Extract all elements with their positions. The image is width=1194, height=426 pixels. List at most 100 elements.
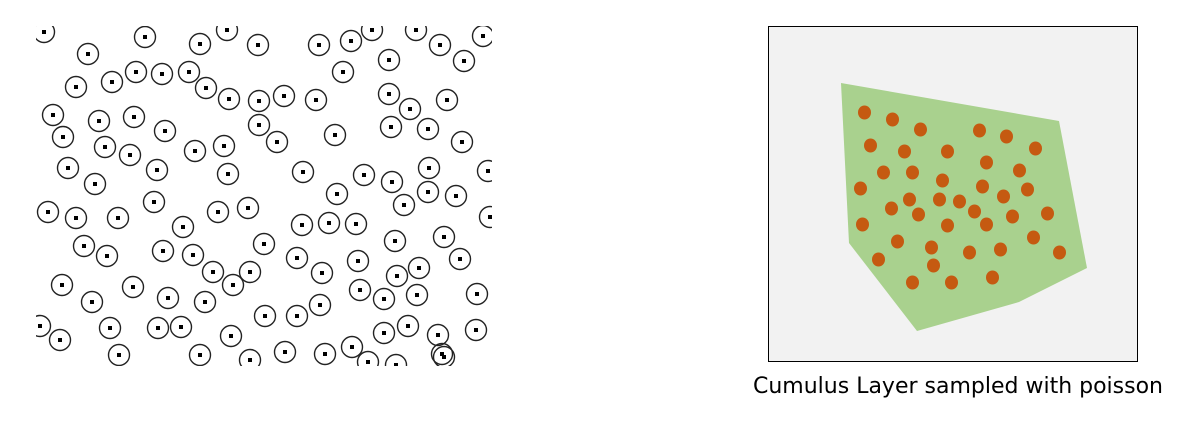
sample-center-dot: [193, 149, 197, 153]
sample-center-dot: [458, 257, 462, 261]
sample-ring: [272, 84, 296, 108]
cumulus-sample-dot: [994, 242, 1007, 257]
sample-center-dot: [317, 43, 321, 47]
cumulus-sample-dot: [980, 155, 993, 170]
cumulus-sample-dot: [1006, 209, 1019, 224]
sample-ring: [323, 123, 347, 147]
sample-center-dot: [295, 256, 299, 260]
sample-ring: [340, 335, 364, 359]
sample-ring: [48, 328, 72, 352]
sample-ring: [76, 42, 100, 66]
sample-ring: [50, 273, 74, 297]
cumulus-sample-dot: [885, 201, 898, 216]
sample-center-dot: [248, 358, 252, 362]
sample-center-dot: [440, 352, 444, 356]
cumulus-sample-dot: [906, 165, 919, 180]
sample-ring: [193, 290, 217, 314]
cumulus-sample-dot: [1053, 245, 1066, 260]
sample-ring: [133, 26, 157, 49]
sample-center-dot: [82, 244, 86, 248]
sample-ring: [145, 158, 169, 182]
sample-ring: [93, 135, 117, 159]
sample-ring: [236, 196, 260, 220]
sample-center-dot: [382, 331, 386, 335]
cumulus-sample-dot: [872, 252, 885, 267]
cumulus-sample-dot: [941, 218, 954, 233]
sample-center-dot: [488, 215, 492, 219]
sample-center-dot: [395, 274, 399, 278]
sample-ring: [238, 348, 262, 366]
sample-ring: [428, 33, 452, 57]
sample-center-dot: [475, 292, 479, 296]
sample-center-dot: [152, 200, 156, 204]
cumulus-sample-dot: [854, 181, 867, 196]
sample-center-dot: [426, 127, 430, 131]
sample-ring: [310, 261, 334, 285]
cumulus-sample-dot: [941, 144, 954, 159]
sample-center-dot: [462, 59, 466, 63]
sample-ring: [122, 105, 146, 129]
sample-center-dot: [257, 99, 261, 103]
sample-ring: [325, 182, 349, 206]
sample-ring: [416, 180, 440, 204]
sample-ring: [432, 225, 456, 249]
sample-ring: [444, 184, 468, 208]
sample-center-dot: [90, 300, 94, 304]
cumulus-sample-dot: [976, 179, 989, 194]
cumulus-sample-dot: [936, 173, 949, 188]
sample-ring: [331, 60, 355, 84]
sample-center-dot: [362, 173, 366, 177]
sample-ring: [36, 26, 56, 44]
sample-ring: [100, 70, 124, 94]
cumulus-sample-dot: [953, 194, 966, 209]
sample-center-dot: [227, 97, 231, 101]
cumulus-sample-dot: [925, 240, 938, 255]
sample-center-dot: [246, 206, 250, 210]
sample-ring: [216, 162, 240, 186]
sample-ring: [80, 290, 104, 314]
sample-center-dot: [402, 203, 406, 207]
sample-ring: [107, 343, 131, 366]
sample-ring: [36, 200, 60, 224]
sample-center-dot: [116, 216, 120, 220]
sample-ring: [448, 247, 472, 271]
sample-ring: [339, 29, 363, 53]
cumulus-sample-dot: [986, 270, 999, 285]
sample-ring: [360, 26, 384, 42]
cumulus-sample-dot: [963, 245, 976, 260]
sample-ring: [217, 87, 241, 111]
sample-ring: [36, 314, 52, 338]
sample-ring: [121, 275, 145, 299]
sample-center-dot: [318, 303, 322, 307]
sample-ring: [385, 264, 409, 288]
sample-ring: [380, 170, 404, 194]
sample-ring: [183, 139, 207, 163]
sample-ring: [238, 260, 262, 284]
sample-ring: [426, 323, 450, 347]
sample-center-dot: [393, 239, 397, 243]
cumulus-sample-dot: [903, 192, 916, 207]
sample-center-dot: [256, 43, 260, 47]
sample-center-dot: [131, 285, 135, 289]
cumulus-layer-panel: [768, 26, 1138, 362]
sample-ring: [398, 97, 422, 121]
sample-center-dot: [257, 123, 261, 127]
sample-ring: [450, 130, 474, 154]
sample-center-dot: [181, 225, 185, 229]
sample-ring: [51, 125, 75, 149]
sample-ring: [383, 229, 407, 253]
sample-center-dot: [93, 182, 97, 186]
sample-center-dot: [204, 86, 208, 90]
sample-ring: [377, 82, 401, 106]
sample-ring: [396, 314, 420, 338]
sample-center-dot: [128, 153, 132, 157]
sample-center-dot: [161, 249, 165, 253]
sample-ring: [201, 260, 225, 284]
cumulus-sample-dot: [973, 123, 986, 138]
sample-center-dot: [486, 169, 490, 173]
sample-center-dot: [132, 115, 136, 119]
sample-center-dot: [155, 168, 159, 172]
cumulus-sample-dot: [906, 275, 919, 290]
sample-ring: [307, 33, 331, 57]
sample-ring: [188, 32, 212, 56]
